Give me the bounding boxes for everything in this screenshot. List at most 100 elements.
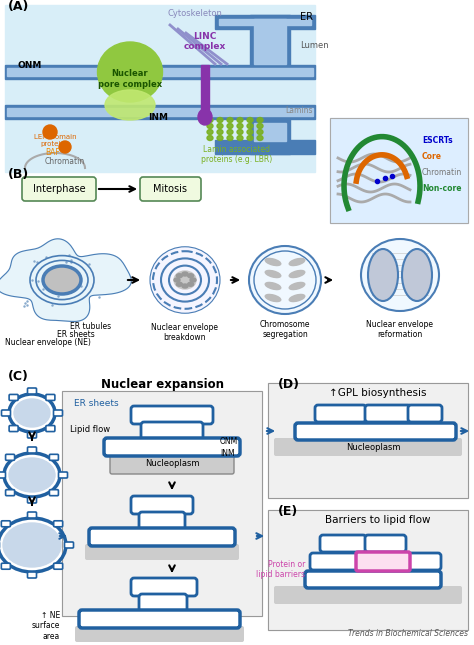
- Ellipse shape: [257, 130, 263, 135]
- FancyBboxPatch shape: [310, 553, 441, 570]
- Text: Chromatin: Chromatin: [422, 168, 462, 177]
- Bar: [5, 105, 315, 119]
- FancyBboxPatch shape: [131, 406, 213, 424]
- Ellipse shape: [9, 458, 55, 492]
- FancyBboxPatch shape: [27, 388, 36, 394]
- Ellipse shape: [227, 123, 233, 128]
- Text: ↑GPL biosynthesis: ↑GPL biosynthesis: [329, 388, 427, 398]
- Bar: [268, 510, 468, 630]
- FancyBboxPatch shape: [27, 432, 36, 438]
- FancyBboxPatch shape: [139, 594, 187, 612]
- Ellipse shape: [207, 117, 213, 123]
- Bar: [330, 118, 468, 223]
- FancyBboxPatch shape: [104, 438, 240, 456]
- Bar: [250, 15, 290, 65]
- Bar: [62, 391, 262, 616]
- Ellipse shape: [190, 278, 196, 282]
- Ellipse shape: [217, 130, 223, 135]
- FancyBboxPatch shape: [27, 572, 36, 578]
- FancyBboxPatch shape: [58, 472, 67, 478]
- Ellipse shape: [176, 273, 182, 278]
- FancyBboxPatch shape: [1, 563, 10, 570]
- Bar: [62, 391, 262, 616]
- FancyBboxPatch shape: [356, 552, 410, 571]
- Text: ER sheets: ER sheets: [57, 330, 95, 339]
- FancyBboxPatch shape: [85, 544, 239, 560]
- Ellipse shape: [207, 123, 213, 128]
- Text: ↑ NE
surface
area: ↑ NE surface area: [32, 611, 60, 640]
- Ellipse shape: [237, 130, 243, 135]
- Bar: [254, 19, 286, 64]
- FancyBboxPatch shape: [408, 405, 442, 422]
- Ellipse shape: [176, 283, 182, 286]
- FancyBboxPatch shape: [140, 177, 201, 201]
- Text: Nucleoplasm: Nucleoplasm: [346, 442, 400, 451]
- Bar: [254, 123, 286, 141]
- Text: Cytoskeleton: Cytoskeleton: [168, 9, 222, 18]
- Ellipse shape: [43, 125, 57, 139]
- Ellipse shape: [98, 42, 163, 102]
- Text: Chromosome
segregation: Chromosome segregation: [260, 320, 310, 339]
- Ellipse shape: [217, 117, 223, 123]
- FancyBboxPatch shape: [49, 490, 58, 495]
- Bar: [219, 19, 311, 25]
- Bar: [330, 118, 468, 223]
- FancyBboxPatch shape: [49, 454, 58, 461]
- FancyBboxPatch shape: [46, 426, 55, 432]
- Text: BAF: BAF: [45, 148, 60, 157]
- FancyBboxPatch shape: [1, 521, 10, 527]
- FancyBboxPatch shape: [54, 410, 63, 416]
- Ellipse shape: [217, 123, 223, 128]
- Text: Lipid flow: Lipid flow: [70, 425, 110, 434]
- FancyBboxPatch shape: [9, 395, 18, 401]
- Ellipse shape: [289, 270, 305, 277]
- Ellipse shape: [289, 294, 305, 302]
- FancyBboxPatch shape: [64, 542, 73, 548]
- FancyBboxPatch shape: [9, 426, 18, 432]
- Text: (C): (C): [8, 370, 29, 383]
- Ellipse shape: [207, 130, 213, 135]
- Ellipse shape: [403, 250, 431, 300]
- Ellipse shape: [257, 123, 263, 128]
- FancyBboxPatch shape: [139, 512, 185, 530]
- Ellipse shape: [257, 135, 263, 141]
- FancyBboxPatch shape: [75, 626, 244, 642]
- Bar: [268, 383, 468, 498]
- Bar: [250, 119, 290, 154]
- FancyBboxPatch shape: [27, 512, 36, 518]
- Ellipse shape: [217, 135, 223, 141]
- Text: Nuclear expansion: Nuclear expansion: [101, 378, 225, 391]
- Text: (B): (B): [8, 168, 29, 181]
- Ellipse shape: [188, 283, 194, 286]
- Text: (D): (D): [278, 378, 300, 391]
- Text: INM: INM: [148, 113, 168, 122]
- Ellipse shape: [289, 259, 305, 266]
- Ellipse shape: [188, 273, 194, 278]
- Ellipse shape: [247, 123, 253, 128]
- Text: Nuclear envelope (NE): Nuclear envelope (NE): [5, 338, 91, 347]
- Ellipse shape: [265, 259, 281, 266]
- Bar: [5, 5, 315, 172]
- Ellipse shape: [247, 117, 253, 123]
- Text: Protein or
lipid barriers: Protein or lipid barriers: [256, 560, 305, 579]
- FancyBboxPatch shape: [131, 578, 197, 596]
- Ellipse shape: [265, 283, 281, 290]
- Bar: [268, 510, 468, 630]
- FancyBboxPatch shape: [27, 447, 36, 453]
- FancyBboxPatch shape: [305, 571, 441, 588]
- Ellipse shape: [198, 109, 212, 125]
- Text: ONM: ONM: [220, 437, 238, 446]
- Ellipse shape: [237, 123, 243, 128]
- FancyBboxPatch shape: [0, 472, 6, 478]
- FancyBboxPatch shape: [6, 490, 15, 495]
- Bar: [215, 140, 315, 154]
- Ellipse shape: [237, 117, 243, 123]
- Ellipse shape: [265, 270, 281, 277]
- FancyBboxPatch shape: [365, 405, 411, 422]
- FancyBboxPatch shape: [54, 521, 63, 527]
- Text: INM: INM: [220, 448, 235, 457]
- Text: ONM: ONM: [18, 61, 42, 70]
- Bar: [7, 108, 313, 116]
- FancyBboxPatch shape: [1, 410, 10, 416]
- Ellipse shape: [174, 271, 196, 289]
